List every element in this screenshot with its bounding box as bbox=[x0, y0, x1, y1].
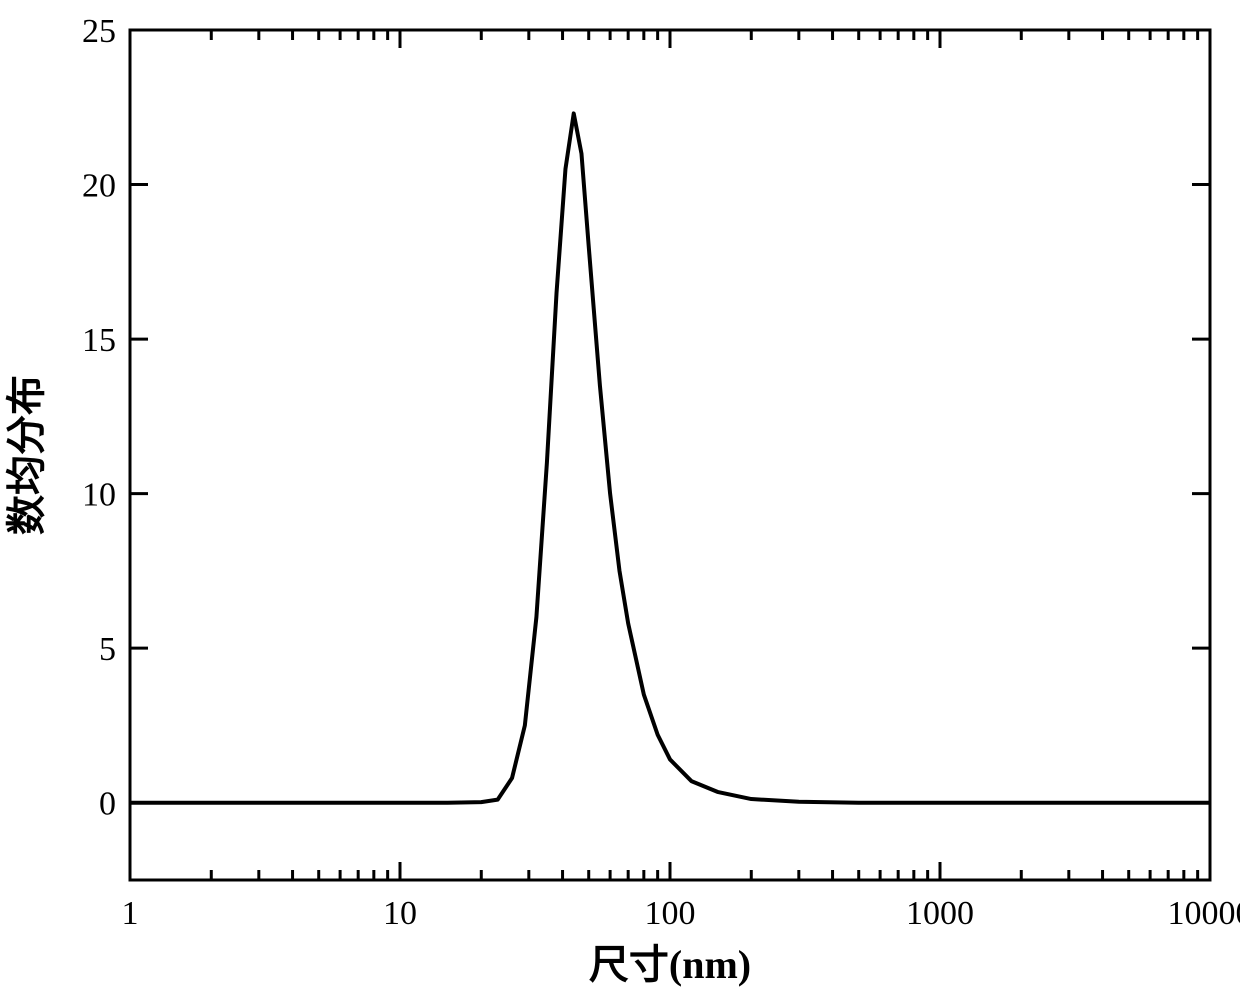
y-tick-label: 20 bbox=[82, 167, 116, 204]
x-tick-label: 100 bbox=[645, 895, 696, 932]
y-axis-label: 数均分布 bbox=[4, 375, 49, 535]
x-tick-label: 10 bbox=[383, 895, 417, 932]
x-axis-label: 尺寸(nm) bbox=[589, 942, 751, 987]
x-tick-label: 1000 bbox=[906, 895, 974, 932]
series-line bbox=[130, 113, 1210, 802]
y-tick-label: 10 bbox=[82, 477, 116, 514]
y-tick-label: 5 bbox=[99, 631, 116, 668]
y-tick-label: 0 bbox=[99, 786, 116, 823]
distribution-chart: 1 10 100 1000 10000 0 5 10 15 20 25 尺寸(nm) 数均分布 bbox=[0, 0, 1240, 1001]
chart-container: 1 10 100 1000 10000 0 5 10 15 20 25 尺寸(nm) 数均分布 bbox=[0, 0, 1240, 1001]
plot-frame bbox=[130, 30, 1210, 880]
x-tick-label: 1 bbox=[122, 895, 139, 932]
y-tick-label: 25 bbox=[82, 13, 116, 50]
x-tick-label: 10000 bbox=[1168, 895, 1240, 932]
y-tick-label: 15 bbox=[82, 322, 116, 359]
